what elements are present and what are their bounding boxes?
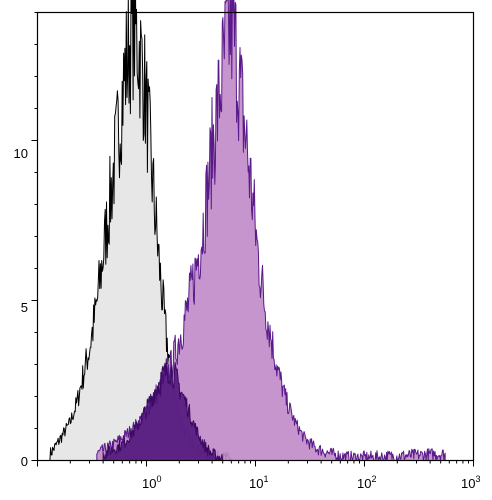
y-tick-label-5: 5	[21, 300, 28, 315]
x-tick-label-10: 101	[249, 474, 268, 491]
histogram-series-3	[102, 358, 224, 461]
tick-layer	[31, 12, 474, 467]
y-tick-label-10: 10	[14, 146, 28, 161]
x-tick-label-100: 102	[357, 474, 376, 491]
x-tick-label-1: 100	[142, 474, 161, 491]
x-tick-label-1000: 103	[461, 474, 480, 491]
y-tick-label-0: 0	[21, 454, 28, 469]
series-layer	[49, 0, 446, 461]
